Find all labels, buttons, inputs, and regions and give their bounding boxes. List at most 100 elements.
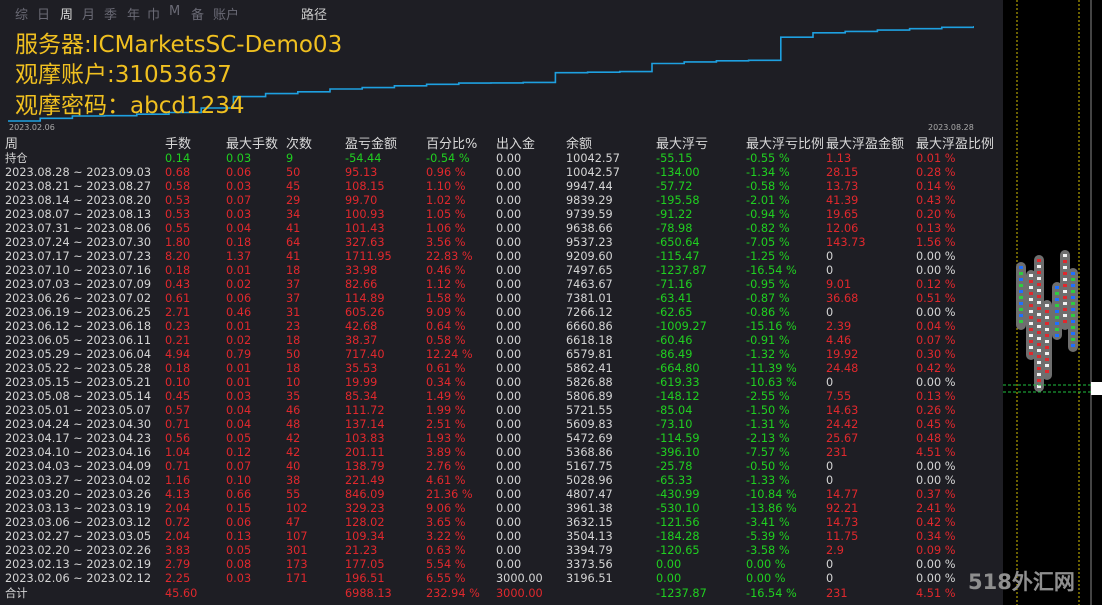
table-cell: 2.04 (165, 530, 191, 543)
table-cell: 0.00 (496, 152, 522, 165)
table-cell: 0.46 % (426, 264, 466, 277)
period-tab[interactable]: 日 (37, 8, 51, 23)
period-tab[interactable]: 备 (191, 8, 205, 23)
table-cell: -91.22 (656, 208, 693, 221)
table-row: 2023.05.08 ~ 2023.05.14 0.45 0.03 35 85.34 1.… (0, 390, 1003, 404)
column-header: 出入金 (496, 137, 536, 152)
table-cell: 0.00 (496, 362, 522, 375)
table-cell: 持仓 (5, 152, 28, 165)
table-cell: 6.55 % (426, 572, 466, 585)
table-cell: 0.13 (226, 530, 252, 543)
table-cell: 0.00 (496, 502, 522, 515)
table-row: 2023.04.10 ~ 2023.04.16 1.04 0.12 42 201.11 3… (0, 446, 1003, 460)
table-cell: 301 (286, 544, 308, 557)
table-cell: -55.15 (656, 152, 693, 165)
table-cell: 0.03 (226, 180, 252, 193)
period-tab[interactable]: 周 (60, 8, 74, 23)
table-cell: -1.31 % (746, 418, 790, 431)
table-cell: -57.72 (656, 180, 693, 193)
period-tab[interactable]: M (169, 4, 181, 19)
path-button[interactable]: 路径 (301, 8, 328, 23)
table-row: 2023.06.05 ~ 2023.06.11 0.21 0.02 18 38.37 0.… (0, 334, 1003, 348)
table-cell: 33.98 (345, 264, 378, 277)
trade-marker (1055, 322, 1059, 325)
table-cell: 0.12 % (916, 278, 956, 291)
table-cell: 2.51 % (426, 418, 466, 431)
trade-marker (1037, 385, 1041, 388)
trade-marker (1045, 358, 1049, 361)
table-cell: 0.03 (226, 152, 252, 165)
table-cell: 0.23 (165, 320, 191, 333)
table-cell: 3196.51 (566, 572, 613, 585)
table-cell: 0.00 (496, 404, 522, 417)
table-cell: 0.03 (226, 208, 252, 221)
period-tab[interactable]: 月 (82, 8, 96, 23)
table-cell: 0.00 (496, 390, 522, 403)
table-cell: 0.42 % (916, 362, 956, 375)
trade-marker (1063, 260, 1067, 263)
trade-marker (1071, 272, 1075, 275)
table-cell: 0.07 % (916, 334, 956, 347)
table-cell: 0.00 (496, 432, 522, 445)
table-cell: 0.00 (496, 348, 522, 361)
table-cell: -1.50 % (746, 404, 790, 417)
table-cell: 231 (826, 587, 848, 600)
table-cell: 0 (826, 474, 834, 487)
table-cell: 2023.06.19 ~ 2023.06.25 (5, 306, 152, 319)
table-cell: 36.68 (826, 292, 859, 305)
period-tab[interactable]: 综 (15, 8, 29, 23)
table-cell: 2023.02.06 ~ 2023.02.12 (5, 572, 152, 585)
table-cell: 41.39 (826, 194, 859, 207)
period-tab[interactable]: 年 (127, 8, 141, 23)
period-tab[interactable]: 季 (104, 8, 118, 23)
table-cell: 0.58 % (426, 334, 466, 347)
table-cell: 0.06 (226, 166, 252, 179)
table-cell: 0.00 (496, 180, 522, 193)
table-cell: 2.39 (826, 320, 852, 333)
column-header: 最大浮盈金额 (826, 137, 905, 152)
trade-marker (1045, 364, 1049, 367)
table-cell: 138.79 (345, 460, 385, 473)
table-cell: 0.00 % (746, 558, 786, 571)
table-cell: -184.28 (656, 530, 700, 543)
table-cell: 0.14 % (916, 180, 956, 193)
table-cell: 5472.69 (566, 432, 613, 445)
table-cell: 34 (286, 208, 301, 221)
table-row: 2023.07.10 ~ 2023.07.16 0.18 0.01 18 33.98 0.… (0, 264, 1003, 278)
table-cell: 2023.07.24 ~ 2023.07.30 (5, 236, 152, 249)
table-cell: 1.99 % (426, 404, 466, 417)
table-row: 2023.02.20 ~ 2023.02.26 3.83 0.05 301 21.23 0… (0, 544, 1003, 558)
table-cell: 45 (286, 180, 301, 193)
table-cell: 2023.05.08 ~ 2023.05.14 (5, 390, 152, 403)
period-tab[interactable]: 账户 (213, 8, 240, 23)
table-cell: 0.66 (226, 488, 252, 501)
trade-marker (1019, 278, 1023, 281)
trade-marker (1055, 334, 1059, 337)
period-tab[interactable]: 巾 (147, 8, 161, 23)
table-row: 2023.03.20 ~ 2023.03.26 4.13 0.66 55 846.09 2… (0, 488, 1003, 502)
trade-marker (1071, 290, 1075, 293)
trade-marker (1055, 310, 1059, 313)
trade-marker (1071, 284, 1075, 287)
trade-marker (1037, 289, 1041, 292)
table-cell: 1.04 (165, 446, 191, 459)
weekly-report-panel: 综日周月季年巾 M 备账户 路径 服务器:ICMarketsSC-Demo03 观摩账… (0, 0, 1003, 605)
table-cell: -0.87 % (746, 292, 790, 305)
holding-row: 持仓 0.14 0.03 9 -54.44 -0.54 % 0.00 10042.57 -55.… (0, 152, 1003, 166)
table-cell: 2023.05.22 ~ 2023.05.28 (5, 362, 152, 375)
table-cell: 1.80 (165, 236, 191, 249)
table-cell: 0.02 (226, 334, 252, 347)
table-cell: 21.23 (345, 544, 378, 557)
table-cell: -3.58 % (746, 544, 790, 557)
trade-marker (1045, 328, 1049, 331)
trade-marker (1063, 290, 1067, 293)
table-cell: 0.57 (165, 404, 191, 417)
table-cell: 0.00 (496, 306, 522, 319)
column-header: 百分比% (426, 137, 478, 152)
table-cell: 201.11 (345, 446, 385, 459)
trade-marker (1063, 272, 1067, 275)
trade-marker (1045, 322, 1049, 325)
trade-marker (1037, 361, 1041, 364)
table-cell: 12.24 % (426, 348, 473, 361)
trade-marker (1019, 320, 1023, 323)
